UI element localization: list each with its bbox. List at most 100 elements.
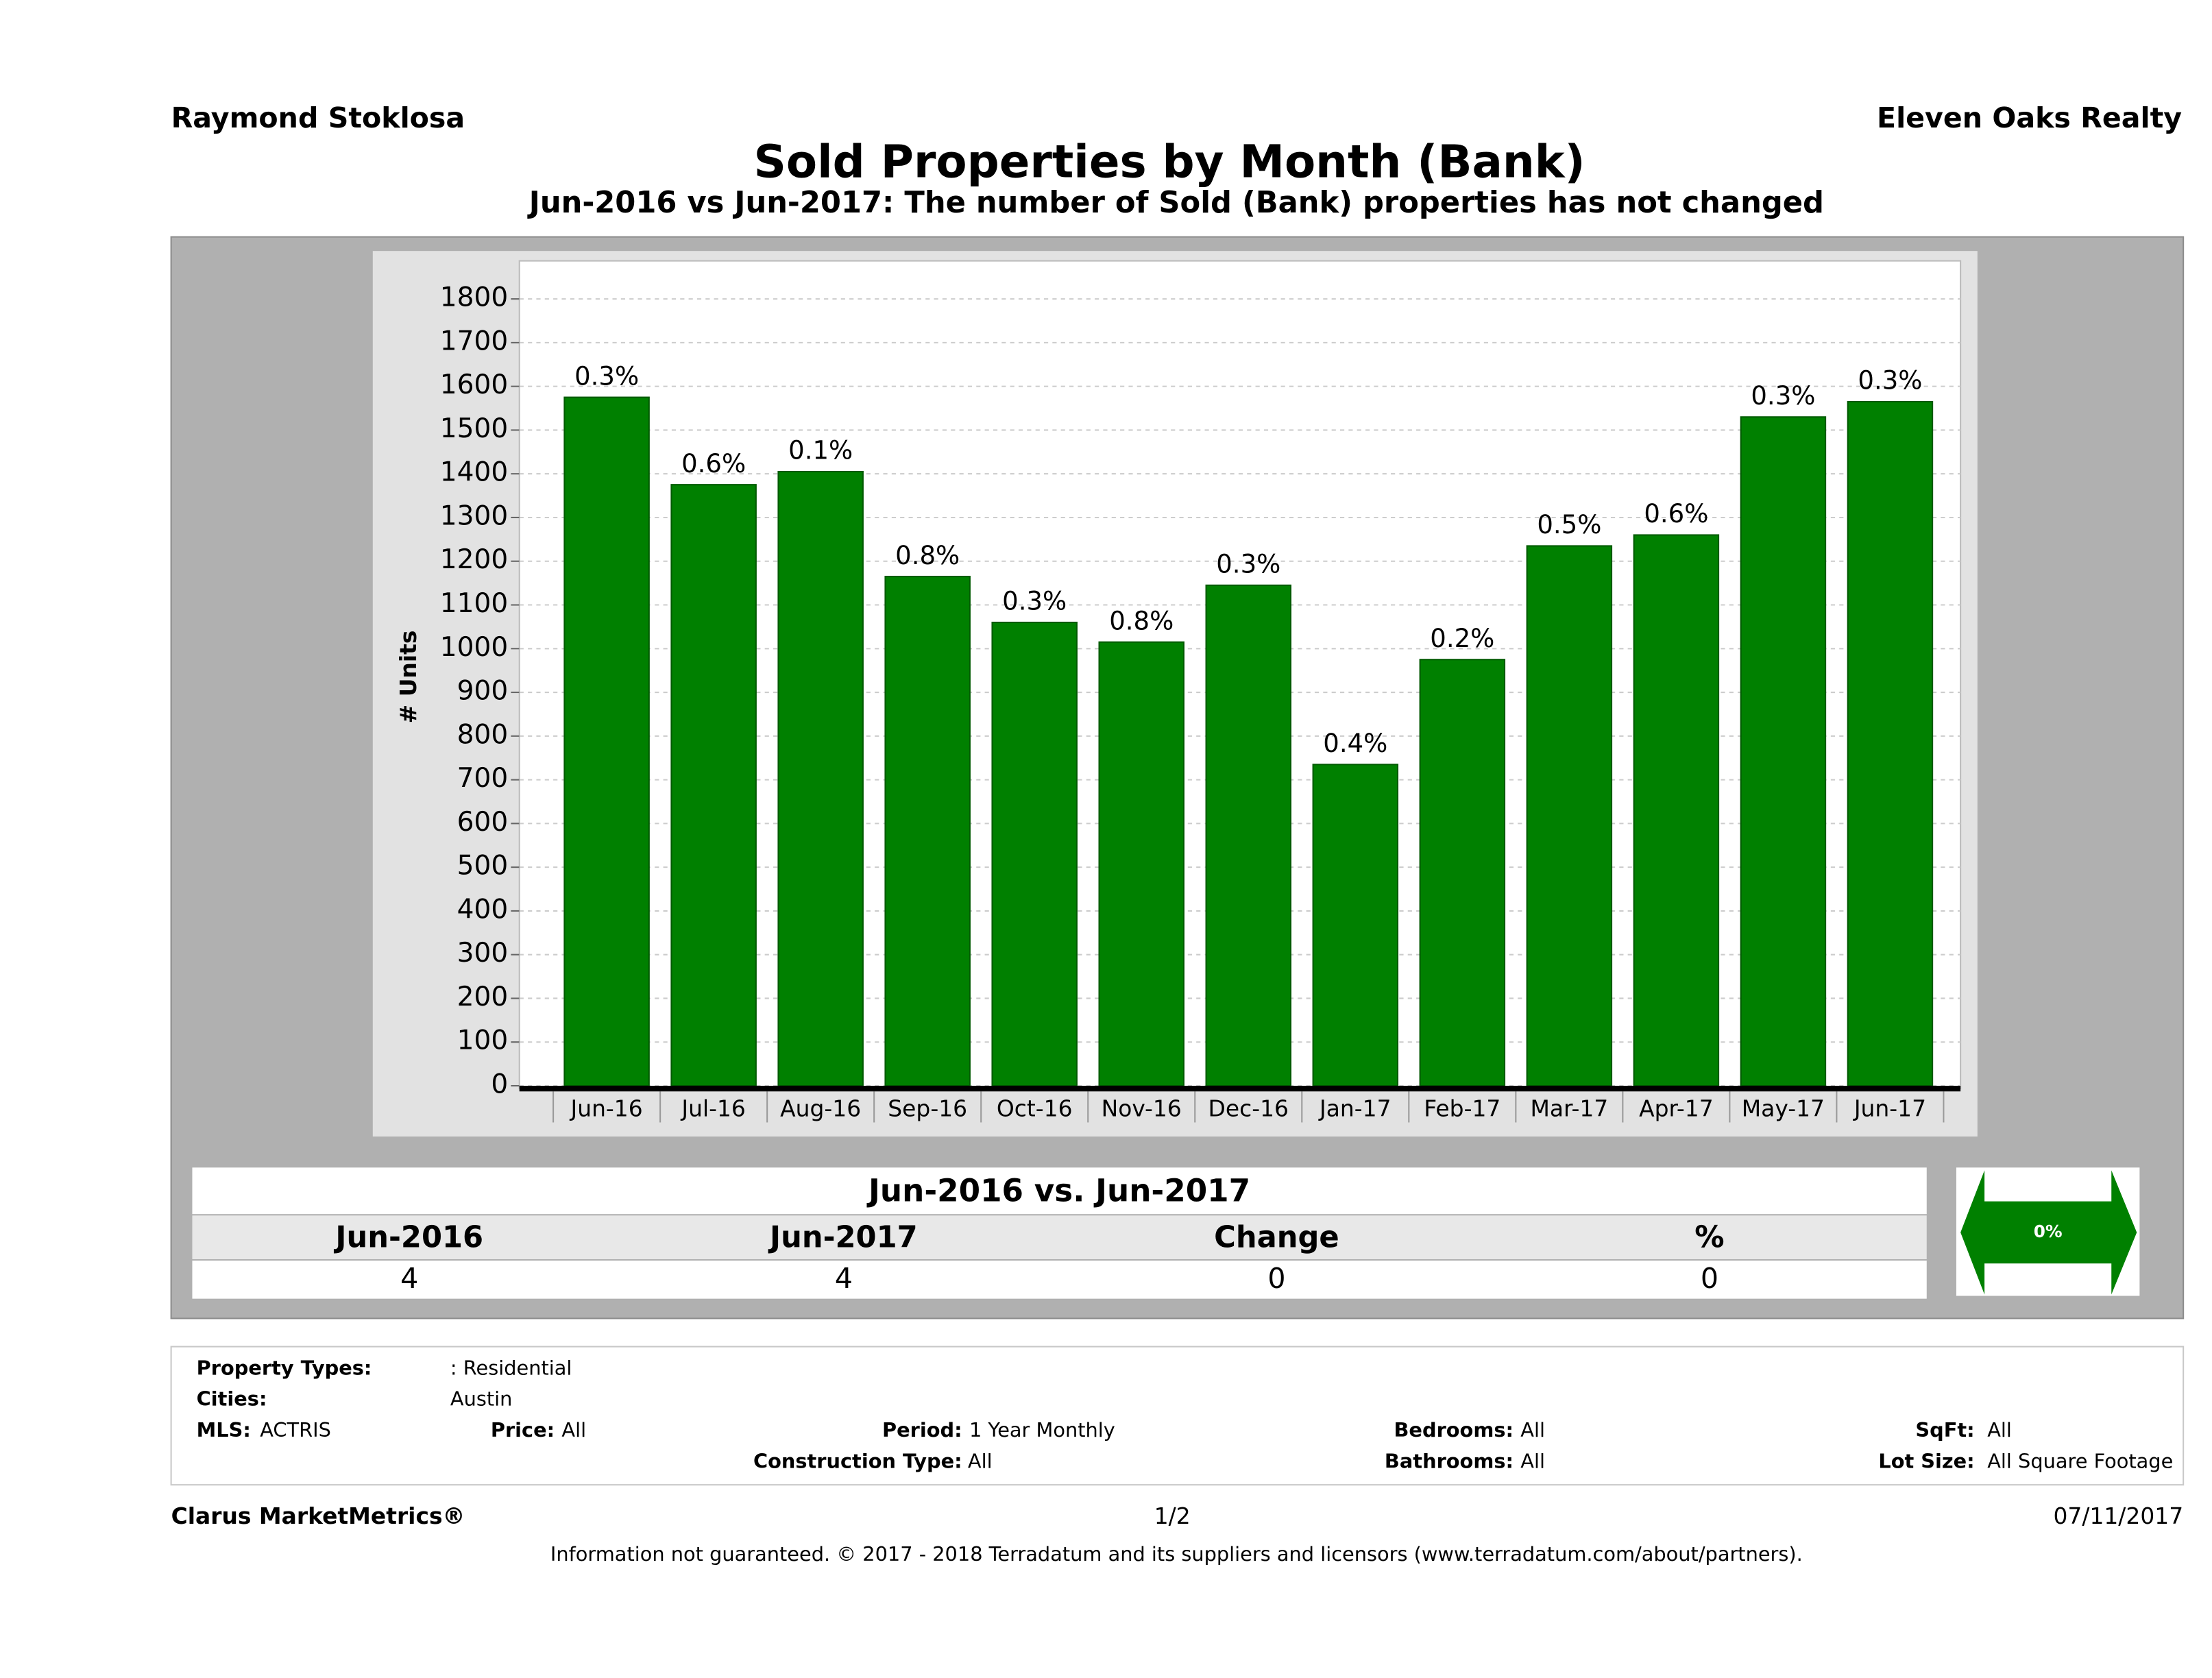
summary-value-row — [192, 1261, 1927, 1299]
criteria-value: All — [1520, 1418, 1545, 1442]
bar — [991, 621, 1078, 1087]
chart-subtitle: Jun-2016 vs Jun-2017: The number of Sold… — [527, 186, 1824, 220]
criteria-label: Price: — [491, 1418, 555, 1442]
bar-label: 0.3% — [574, 361, 639, 391]
bar — [884, 576, 971, 1087]
summary-header: Jun-2016 — [333, 1221, 483, 1255]
y-tick-label: 1600 — [440, 369, 508, 400]
criteria-value: All — [968, 1449, 993, 1472]
y-tick-label: 800 — [457, 719, 509, 750]
criteria-label: Cities: — [197, 1387, 267, 1411]
agent-name: Raymond Stoklosa — [171, 101, 465, 134]
y-tick-label: 200 — [457, 982, 509, 1012]
criteria-label: MLS: — [197, 1418, 251, 1442]
y-tick-label: 1400 — [440, 457, 508, 488]
y-tick-label: 400 — [457, 894, 509, 925]
y-tick-label: 100 — [457, 1025, 509, 1056]
bar-label: 0.2% — [1430, 624, 1494, 653]
x-tick-label: Jan-17 — [1318, 1095, 1391, 1121]
y-tick-label: 900 — [457, 676, 509, 707]
bar-label: 0.4% — [1323, 729, 1387, 758]
summary-header-row — [192, 1215, 1927, 1260]
x-tick-label: Nov-16 — [1102, 1095, 1182, 1121]
summary-value: 0 — [1267, 1262, 1285, 1295]
summary-title: Jun-2016 vs. Jun-2017 — [866, 1172, 1250, 1208]
footer-page: 1/2 — [1154, 1503, 1191, 1529]
criteria-value: All — [1987, 1418, 2012, 1442]
chart-title: Sold Properties by Month (Bank) — [754, 136, 1585, 189]
change-badge: 0% — [2034, 1221, 2063, 1241]
bar — [1312, 764, 1399, 1087]
x-tick-label: Mar-17 — [1530, 1095, 1608, 1121]
criteria-label: Property Types: — [197, 1356, 372, 1379]
bar-label: 0.8% — [1109, 606, 1174, 635]
x-tick-label: Jul-16 — [680, 1095, 745, 1121]
y-tick-label: 0 — [491, 1069, 508, 1100]
content: Raymond Stoklosa Eleven Oaks Realty Sold P… — [171, 101, 2184, 1566]
bar — [1419, 659, 1506, 1087]
summary-header: Jun-2017 — [768, 1221, 918, 1255]
bar — [1205, 584, 1292, 1087]
bar-label: 0.1% — [788, 436, 853, 465]
bar-label: 0.3% — [1858, 366, 1922, 396]
criteria-label: SqFt: — [1915, 1418, 1974, 1442]
y-tick-label: 700 — [457, 763, 509, 794]
y-tick-label: 1800 — [440, 282, 508, 313]
y-tick-label: 1100 — [440, 588, 508, 619]
x-tick-label: Dec-16 — [1208, 1095, 1289, 1121]
summary-value: 0 — [1701, 1262, 1718, 1295]
x-tick-label: Feb-17 — [1424, 1095, 1500, 1121]
footer-brand: Clarus MarketMetrics® — [171, 1503, 465, 1529]
criteria-value: : Residential — [450, 1356, 572, 1379]
bar — [777, 470, 864, 1087]
bar — [670, 484, 757, 1087]
summary-title-row — [192, 1167, 1927, 1215]
footer-disclaimer: Information not guaranteed. © 2017 - 201… — [550, 1542, 1803, 1566]
bar — [1740, 416, 1827, 1087]
bar-label: 0.3% — [1751, 381, 1815, 411]
y-tick-label: 1300 — [440, 500, 508, 531]
bar-label: 0.8% — [895, 541, 960, 570]
y-tick-label: 300 — [457, 938, 509, 969]
summary-value: 4 — [835, 1262, 853, 1295]
y-tick-label: 1000 — [440, 632, 508, 663]
bar-label: 0.6% — [681, 449, 746, 478]
y-tick-label: 1700 — [440, 326, 508, 356]
change-arrow — [1960, 1170, 2137, 1295]
x-tick-label: Sep-16 — [888, 1095, 967, 1121]
x-tick-label: Jun-16 — [570, 1095, 643, 1121]
footer-date: 07/11/2017 — [2053, 1503, 2183, 1529]
bar — [1847, 400, 1934, 1087]
y-tick-label: 1500 — [440, 413, 508, 444]
bar-label: 0.5% — [1537, 510, 1601, 539]
x-tick-label: Oct-16 — [997, 1095, 1073, 1121]
y-tick-label: 600 — [457, 807, 509, 838]
criteria-label: Period: — [882, 1418, 962, 1442]
criteria-value: All Square Footage — [1987, 1449, 2173, 1472]
summary-value: 4 — [400, 1262, 418, 1295]
criteria-label: Bedrooms: — [1394, 1418, 1514, 1442]
bar-label: 0.6% — [1644, 499, 1708, 528]
x-tick-label: May-17 — [1742, 1095, 1825, 1121]
x-tick-label: Apr-17 — [1639, 1095, 1714, 1121]
criteria-box — [170, 1346, 2185, 1486]
criteria-value: 1 Year Monthly — [969, 1418, 1115, 1442]
criteria-label: Construction Type: — [753, 1449, 962, 1472]
criteria-value: ACTRIS — [260, 1418, 331, 1442]
bar-label: 0.3% — [1002, 587, 1067, 616]
bar-label: 0.3% — [1216, 550, 1280, 579]
y-tick-label: 500 — [457, 851, 509, 881]
y-tick-label: 1200 — [440, 544, 508, 575]
x-tick-label: Aug-16 — [780, 1095, 861, 1121]
bar — [1098, 641, 1184, 1087]
y-axis-label: # Units — [395, 631, 422, 724]
criteria-label: Bathrooms: — [1385, 1449, 1514, 1472]
bar — [1633, 534, 1720, 1087]
criteria-value: All — [561, 1418, 586, 1442]
summary-header: % — [1694, 1221, 1724, 1255]
bar — [563, 396, 650, 1087]
criteria-value: All — [1520, 1449, 1545, 1472]
x-tick-label: Jun-17 — [1853, 1095, 1926, 1121]
